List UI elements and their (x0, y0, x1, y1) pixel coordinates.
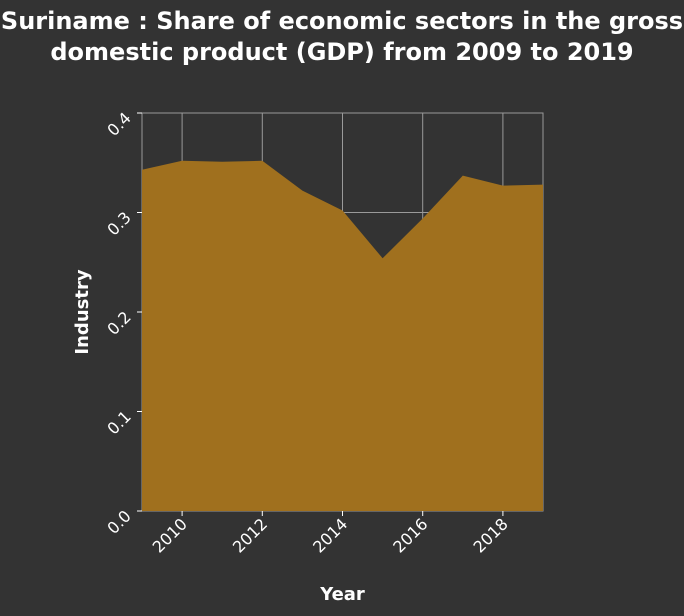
y-tick-label: 0.3 (103, 208, 134, 239)
y-tick-label: 0.0 (103, 506, 134, 537)
x-tick-label: 2014 (309, 514, 351, 556)
chart-title: Suriname : Share of economic sectors in … (0, 7, 684, 66)
y-axis-label: Industry (72, 269, 93, 354)
area-layer (142, 160, 543, 511)
x-tick-label: 2012 (229, 514, 271, 556)
y-tick-label: 0.4 (103, 108, 134, 139)
x-tick-label: 2016 (389, 514, 431, 556)
y-tick-label: 0.1 (103, 407, 134, 438)
x-tick-label: 2018 (470, 514, 512, 556)
x-tick-label: 2010 (149, 514, 191, 556)
area-series (142, 160, 543, 511)
x-axis-label: Year (319, 584, 365, 605)
y-tick-label: 0.2 (103, 307, 134, 338)
